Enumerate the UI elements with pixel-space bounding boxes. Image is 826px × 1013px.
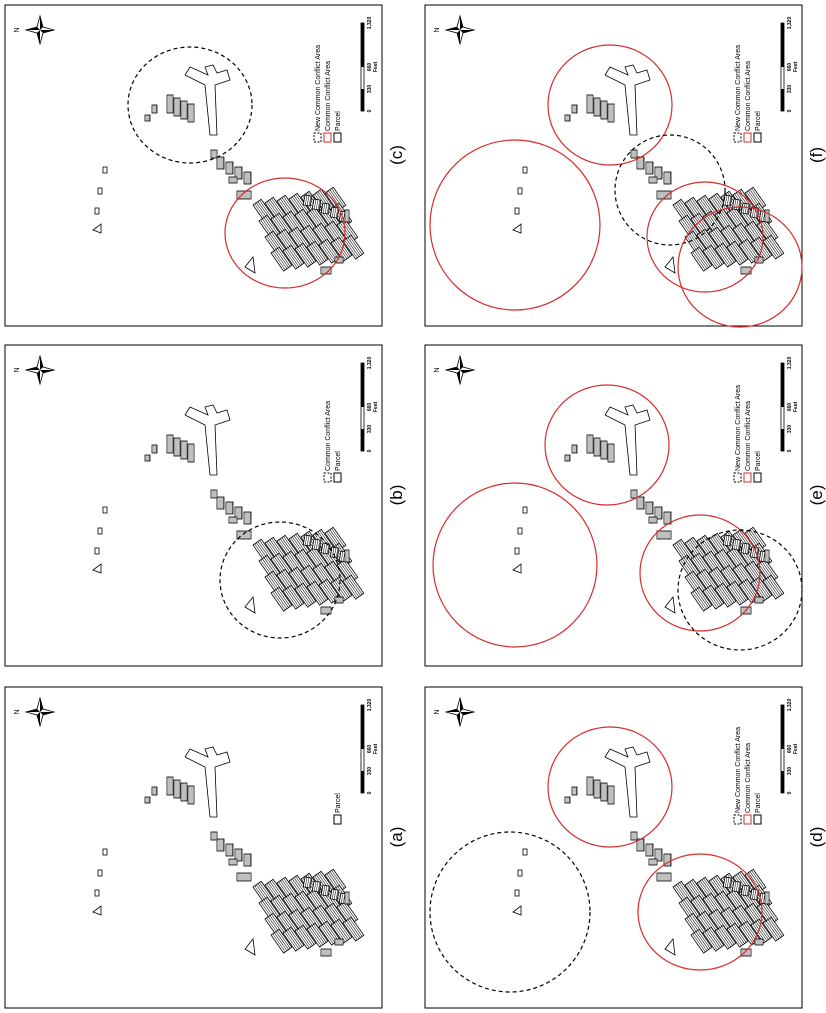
north-label: N bbox=[434, 27, 441, 32]
scale-label: 1,320 bbox=[787, 357, 793, 370]
legend-swatch bbox=[744, 815, 751, 824]
scale-unit: Feet bbox=[373, 62, 379, 73]
legend-label: Common Conflict Area bbox=[745, 61, 752, 131]
scale-label: 0 bbox=[787, 109, 793, 112]
north-label: N bbox=[14, 27, 21, 32]
scale-unit: Feet bbox=[793, 744, 799, 755]
legend-swatch bbox=[334, 133, 341, 142]
scale-bar-fill bbox=[361, 771, 364, 793]
scale-bar-fill bbox=[361, 89, 364, 111]
scale-unit: Feet bbox=[373, 744, 379, 755]
panel-label: (b) bbox=[387, 485, 406, 506]
scale-bar-fill bbox=[781, 363, 784, 407]
legend-swatch bbox=[734, 133, 741, 142]
scale-label: 1,320 bbox=[367, 17, 373, 30]
legend-label: Common Conflict Area bbox=[325, 61, 332, 131]
legend-swatch bbox=[754, 815, 761, 824]
panel-frame bbox=[5, 345, 382, 666]
legend-label: Parcel bbox=[755, 111, 762, 131]
scale-bar-fill bbox=[781, 705, 784, 749]
legend-swatch bbox=[324, 133, 331, 142]
scale-label: 330 bbox=[787, 425, 793, 434]
legend-swatch bbox=[334, 473, 341, 482]
legend-label: New Common Conflict Area bbox=[315, 45, 322, 131]
legend-label: Parcel bbox=[335, 111, 342, 131]
scale-bar-fill bbox=[361, 23, 364, 67]
legend-label: Parcel bbox=[335, 451, 342, 471]
legend-swatch bbox=[734, 815, 741, 824]
legend-swatch bbox=[324, 473, 331, 482]
figure: NParcel03306601,320Feet(a)NCommon Confli… bbox=[0, 0, 826, 1013]
scale-label: 1,320 bbox=[787, 699, 793, 712]
legend-label: Parcel bbox=[755, 451, 762, 471]
panel-label: (e) bbox=[807, 485, 826, 506]
scale-label: 1,320 bbox=[367, 699, 373, 712]
legend-swatch bbox=[744, 473, 751, 482]
legend-label: Parcel bbox=[335, 793, 342, 813]
scale-label: 330 bbox=[367, 767, 373, 776]
legend-swatch bbox=[734, 473, 741, 482]
legend-label: New Common Conflict Area bbox=[735, 385, 742, 471]
scale-label: 0 bbox=[367, 791, 373, 794]
scale-bar-fill bbox=[781, 23, 784, 67]
scale-label: 0 bbox=[367, 109, 373, 112]
scale-label: 330 bbox=[367, 425, 373, 434]
scale-bar-fill bbox=[781, 429, 784, 451]
scale-bar-fill bbox=[361, 363, 364, 407]
legend-swatch bbox=[744, 133, 751, 142]
scale-label: 1,320 bbox=[367, 357, 373, 370]
panel-frame bbox=[5, 5, 382, 326]
legend-label: Common Conflict Area bbox=[745, 743, 752, 813]
north-label: N bbox=[434, 367, 441, 372]
north-label: N bbox=[14, 709, 21, 714]
legend-label: Common Conflict Area bbox=[325, 401, 332, 471]
legend-label: New Common Conflict Area bbox=[735, 45, 742, 131]
panel-label: (a) bbox=[387, 827, 406, 848]
legend-label: Common Conflict Area bbox=[745, 401, 752, 471]
panel-label: (c) bbox=[387, 145, 406, 165]
scale-bar-fill bbox=[361, 705, 364, 749]
scale-label: 330 bbox=[367, 85, 373, 94]
scale-bar-fill bbox=[781, 89, 784, 111]
legend-swatch bbox=[334, 815, 341, 824]
scale-bar-fill bbox=[361, 429, 364, 451]
legend-label: New Common Conflict Area bbox=[735, 727, 742, 813]
legend-swatch bbox=[754, 473, 761, 482]
map-panel: N New Common Conflict AreaCommon Conflict… bbox=[425, 345, 826, 666]
legend-swatch bbox=[754, 133, 761, 142]
scale-label: 330 bbox=[787, 767, 793, 776]
legend-swatch bbox=[314, 133, 321, 142]
panel-label: (d) bbox=[807, 827, 826, 848]
scale-unit: Feet bbox=[793, 62, 799, 73]
scale-unit: Feet bbox=[373, 402, 379, 413]
panel-frame bbox=[425, 345, 802, 666]
scale-bar-fill bbox=[781, 771, 784, 793]
scale-label: 0 bbox=[367, 449, 373, 452]
north-label: N bbox=[14, 367, 21, 372]
legend-label: Parcel bbox=[755, 793, 762, 813]
panel-frame bbox=[5, 687, 382, 1008]
scale-label: 0 bbox=[787, 791, 793, 794]
scale-label: 330 bbox=[787, 85, 793, 94]
panel-label: (f) bbox=[807, 147, 826, 163]
scale-label: 0 bbox=[787, 449, 793, 452]
scale-unit: Feet bbox=[793, 402, 799, 413]
scale-label: 1,320 bbox=[787, 17, 793, 30]
north-label: N bbox=[434, 709, 441, 714]
